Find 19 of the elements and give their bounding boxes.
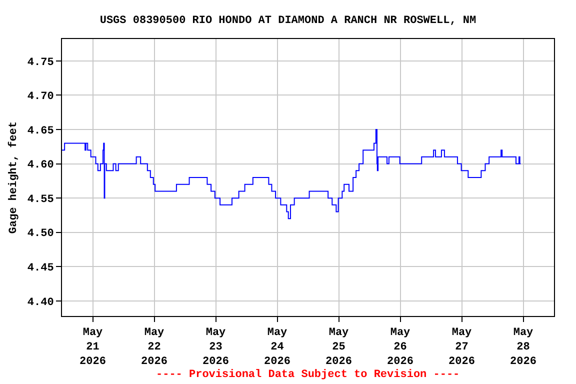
- y-tick-label: 4.65: [27, 125, 54, 138]
- x-tick-label: May 25 2026: [326, 327, 352, 368]
- y-tick-label: 4.50: [27, 228, 54, 240]
- y-tick-label: 4.75: [27, 56, 54, 69]
- y-tick-label: 4.55: [27, 194, 54, 206]
- x-tick-label: May 28 2026: [510, 327, 536, 368]
- y-tick-label: 4.40: [27, 296, 54, 309]
- y-axis-title: Gage height, feet: [7, 121, 20, 234]
- x-tick-label: May 24 2026: [264, 327, 290, 368]
- text: ---- Provisional Data Subject to Revision ----: [156, 369, 460, 381]
- x-tick-label: May 21 2026: [80, 327, 106, 368]
- x-tick-label: May 22 2026: [141, 327, 168, 368]
- y-tick-label: 4.60: [27, 160, 54, 172]
- x-tick-label: May 23 2026: [202, 327, 229, 368]
- x-tick-label: May 27 2026: [448, 327, 475, 368]
- y-tick-label: 4.45: [27, 262, 54, 274]
- chart-title: USGS 08390500 RIO HONDO AT DIAMOND A RANCH NR ROSWELL, NM: [100, 15, 477, 28]
- y-tick-label: 4.70: [27, 91, 54, 104]
- x-tick-label: May 26 2026: [387, 327, 414, 368]
